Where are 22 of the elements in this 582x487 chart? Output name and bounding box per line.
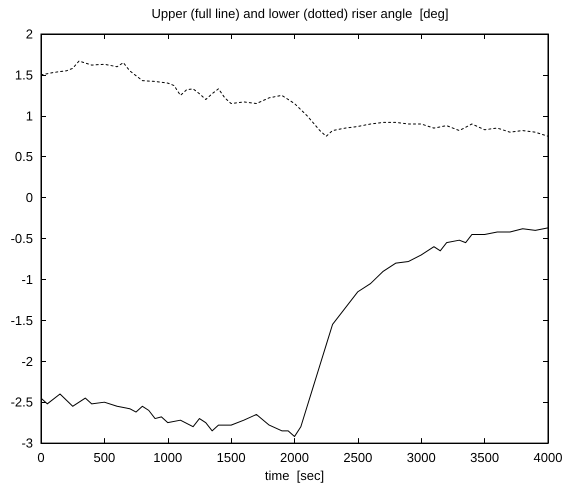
chart-title: Upper (full line) and lower (dotted) riser angle [deg] [152, 6, 448, 21]
x-tick-label: 3500 [470, 450, 500, 466]
y-tick-label: 0 [26, 190, 33, 206]
x-tick-label: 1500 [216, 450, 246, 466]
x-tick-label: 2000 [280, 450, 309, 466]
y-tick-label: 2 [26, 26, 33, 42]
y-tick-label: -2.5 [10, 394, 33, 410]
x-tick-label: 2500 [343, 450, 372, 466]
y-tick-label: 1.5 [14, 67, 33, 82]
y-tick-label: -2 [21, 354, 33, 369]
y-tick-label: -1.5 [10, 312, 33, 328]
y-tick-label: -0.5 [10, 231, 33, 246]
y-tick-label: 1 [26, 108, 33, 124]
x-tick-label: 4000 [534, 450, 562, 466]
x-tick-label: 3000 [406, 450, 436, 466]
x-tick-label: 1000 [153, 450, 182, 466]
x-tick-label: 0 [37, 450, 45, 466]
x-axis-title: time [sec] [264, 468, 324, 483]
y-tick-label: -1 [21, 272, 33, 287]
y-tick-label: -3 [21, 436, 33, 451]
y-tick-label: 0.5 [14, 149, 33, 164]
x-tick-label: 500 [94, 450, 116, 466]
